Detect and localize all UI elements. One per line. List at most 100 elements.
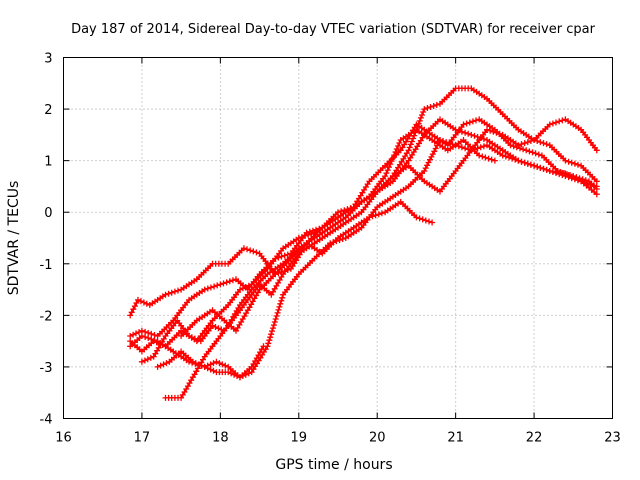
- data-point: [524, 160, 531, 167]
- data-point: [278, 269, 285, 275]
- data-point: [218, 326, 225, 333]
- data-point: [163, 360, 170, 367]
- data-point: [419, 216, 426, 223]
- data-point: [131, 303, 138, 310]
- data-point: [383, 170, 390, 177]
- data-point: [298, 234, 305, 240]
- data-point: [527, 161, 534, 168]
- data-point: [407, 141, 414, 148]
- data-point: [549, 169, 556, 175]
- data-point: [269, 328, 275, 335]
- data-point: [171, 288, 178, 295]
- data-point: [277, 300, 284, 307]
- data-point: [460, 121, 467, 128]
- data-point: [393, 146, 400, 152]
- data-point: [575, 161, 581, 168]
- data-point: [556, 118, 563, 125]
- data-point: [488, 156, 495, 163]
- data-point: [207, 284, 214, 291]
- data-point: [590, 182, 597, 189]
- data-point: [458, 128, 465, 135]
- data-point: [386, 164, 392, 171]
- data-point: [559, 172, 566, 179]
- data-point: [523, 147, 530, 154]
- data-point: [562, 173, 569, 180]
- data-point: [260, 343, 267, 350]
- data-point: [484, 126, 490, 133]
- series-s1: [127, 126, 498, 319]
- data-point: [521, 159, 528, 166]
- data-point: [191, 335, 198, 342]
- data-point: [204, 362, 211, 369]
- data-point: [410, 135, 417, 142]
- data-point: [490, 128, 497, 135]
- x-tick-label: 20: [369, 431, 386, 446]
- data-point: [506, 154, 512, 161]
- y-tick-labels: -4 -3 -2 -1 0 1 2 3: [40, 52, 53, 428]
- data-point: [130, 306, 137, 313]
- data-point: [147, 354, 154, 361]
- data-point: [222, 362, 229, 369]
- data-point: [274, 309, 281, 316]
- data-point: [136, 329, 142, 336]
- data-point: [469, 118, 476, 125]
- data-point: [127, 333, 134, 339]
- data-point: [575, 177, 581, 184]
- data-point: [428, 153, 435, 160]
- y-tick-label: -4: [40, 413, 53, 428]
- data-point: [518, 158, 525, 165]
- y-axis-label: SDTVAR / TECUs: [6, 181, 22, 296]
- data-point: [471, 132, 478, 139]
- data-point: [242, 284, 249, 290]
- data-point: [430, 103, 437, 109]
- data-point: [382, 173, 389, 180]
- data-point: [276, 303, 283, 310]
- data-point: [531, 162, 538, 169]
- data-point: [479, 153, 486, 160]
- data-point: [268, 331, 275, 338]
- series-s7: [154, 343, 267, 381]
- data-point: [473, 117, 479, 124]
- x-tick-labels: 16 17 18 19 20 21 22 23: [55, 431, 621, 446]
- data-point: [270, 322, 277, 329]
- data-point: [581, 179, 588, 186]
- data-point: [266, 337, 273, 344]
- data-point: [540, 165, 547, 172]
- data-point: [565, 174, 572, 181]
- data-point: [204, 285, 211, 292]
- data-point: [217, 281, 224, 288]
- data-point: [416, 215, 423, 222]
- data-point: [198, 362, 205, 369]
- data-point: [535, 151, 542, 158]
- data-point: [212, 324, 219, 330]
- data-point: [245, 282, 252, 289]
- data-point: [207, 361, 214, 368]
- plot-area: [127, 85, 600, 401]
- data-point: [414, 123, 421, 130]
- data-point: [443, 139, 450, 146]
- data-point: [275, 306, 282, 313]
- data-point: [229, 277, 236, 284]
- y-tick-label: -1: [40, 258, 53, 273]
- data-point: [128, 309, 135, 316]
- data-point: [593, 183, 600, 190]
- data-point: [214, 282, 221, 289]
- data-point: [465, 130, 472, 137]
- data-point: [151, 332, 158, 338]
- data-point: [194, 336, 201, 343]
- data-point: [378, 210, 385, 217]
- data-point: [421, 106, 428, 113]
- data-point: [416, 117, 423, 124]
- data-point: [440, 138, 447, 144]
- data-point: [559, 117, 566, 124]
- data-point: [571, 160, 578, 167]
- data-point: [517, 145, 523, 152]
- data-point: [463, 120, 470, 127]
- series-line: [165, 87, 598, 399]
- data-point: [415, 120, 422, 127]
- data-point: [272, 271, 279, 278]
- data-point: [466, 119, 473, 126]
- data-point: [279, 294, 286, 301]
- data-point: [419, 112, 425, 118]
